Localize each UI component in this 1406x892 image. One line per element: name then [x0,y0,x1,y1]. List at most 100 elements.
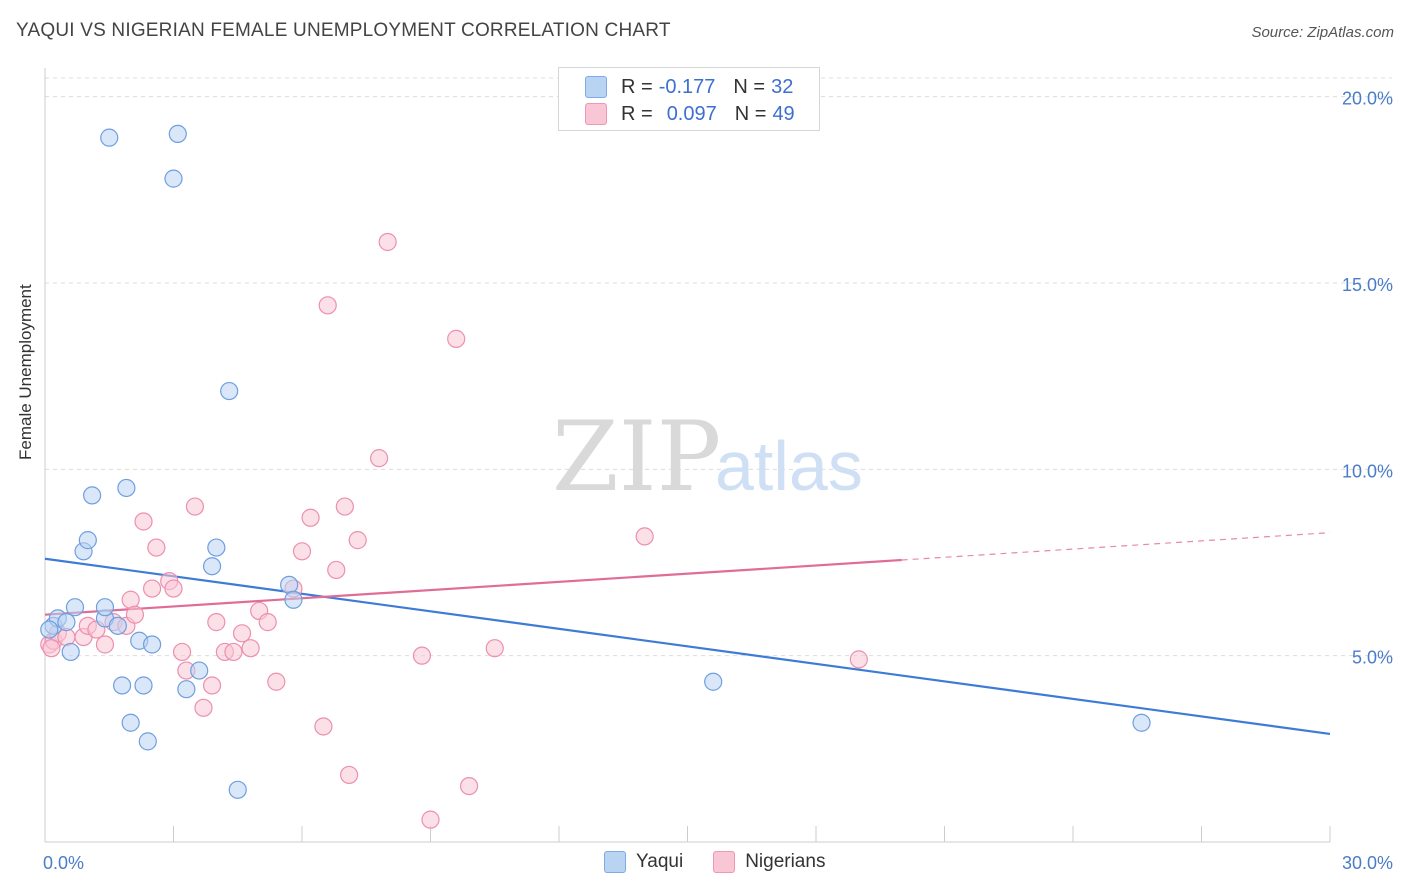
point-nigerians [42,639,61,658]
watermark-zip: ZIP [552,401,721,513]
point-nigerians [635,527,654,546]
point-nigerians [267,672,286,691]
point-nigerians [232,624,252,643]
point-nigerians [447,329,466,348]
point-yaqui [284,590,303,609]
point-yaqui [117,478,136,498]
point-yaqui [177,680,196,699]
point-yaqui [228,780,247,799]
point-yaqui [168,124,187,144]
point-nigerians [370,449,389,468]
point-nigerians [224,642,243,662]
point-nigerians [318,296,337,315]
point-nigerians [202,676,222,695]
point-nigerians [172,642,192,662]
correlation-legend: R = -0.177 N = 32 R = 0.097 N = 49 [558,67,820,131]
point-nigerians [348,531,367,550]
point-nigerians [207,613,226,632]
point-yaqui [164,169,183,188]
legend-swatch-yaqui [585,76,607,98]
point-yaqui [207,538,226,557]
point-yaqui [65,598,85,617]
trend-line-extension-nigerians [901,532,1331,561]
y-tick-label: 5.0% [1352,648,1393,668]
point-nigerians [421,810,440,829]
point-yaqui [138,732,157,751]
point-nigerians [335,497,354,516]
legend-row-yaqui: R = -0.177 N = 32 [585,75,793,99]
point-nigerians [147,538,166,557]
trend-lines [44,532,1331,736]
point-yaqui [220,381,239,401]
point-nigerians [142,579,162,598]
legend-r-label: R = [621,102,653,125]
x-tick-label: 0.0% [43,853,84,873]
legend-row-nigerians: R = 0.097 N = 49 [585,102,795,126]
watermark: ZIP atlas [552,401,863,513]
grid-lines [45,77,1392,657]
legend-label-nigerians: Nigerians [745,851,826,872]
point-nigerians [327,560,346,580]
point-yaqui [100,128,119,147]
legend-swatch-nigerians [713,851,736,873]
point-nigerians [340,765,359,785]
point-yaqui [280,575,299,594]
point-nigerians [134,512,153,531]
x-tick-label: 30.0% [1342,853,1393,873]
point-nigerians [95,635,115,654]
point-yaqui [108,616,127,635]
y-tick-label: 10.0% [1342,461,1393,481]
chart-title: YAQUI VS NIGERIAN FEMALE UNEMPLOYMENT CO… [16,20,671,41]
point-yaqui [1132,713,1151,732]
legend-r-value-nigerians: 0.097 [666,102,717,125]
trend-line-yaqui [44,557,1331,736]
point-nigerians [125,605,145,624]
point-yaqui [57,613,76,632]
point-yaqui [112,676,132,695]
y-tick-label: 15.0% [1342,275,1393,295]
point-nigerians [164,579,183,598]
point-yaqui [78,531,97,550]
legend-label-yaqui: Yaqui [636,851,684,872]
tick-labels: 5.0% 10.0% 15.0% 20.0% 0.0% 30.0% [43,89,1393,873]
point-nigerians [241,639,260,658]
point-yaqui [61,642,80,662]
legend-item-yaqui[interactable]: Yaqui [604,851,683,873]
trend-line-nigerians [44,558,902,616]
source-label: Source: ZipAtlas.com [1251,24,1394,41]
point-yaqui [95,598,115,617]
point-yaqui [202,557,222,576]
legend-r-value-yaqui: -0.177 [658,75,716,98]
data-points [40,124,1151,829]
series-legend: Yaqui Nigerians [604,851,855,873]
y-tick-label: 20.0% [1342,89,1393,109]
point-nigerians [412,646,432,665]
legend-n-value-yaqui: 32 [771,75,794,98]
point-yaqui [142,635,162,654]
point-nigerians [185,497,205,516]
legend-item-nigerians[interactable]: Nigerians [713,851,825,873]
point-nigerians [292,542,312,561]
point-nigerians [459,776,479,796]
point-yaqui [121,713,140,732]
point-nigerians [485,639,504,658]
legend-swatch-nigerians [585,103,607,125]
point-yaqui [190,661,209,680]
point-nigerians [121,590,140,609]
point-yaqui [83,486,102,505]
legend-n-value-nigerians: 49 [772,102,795,125]
point-nigerians [258,613,277,632]
legend-n-label: N = [734,102,767,125]
legend-r-label: R = [621,75,653,98]
point-nigerians [849,650,868,669]
legend-swatch-yaqui [604,851,626,873]
point-nigerians [378,232,397,252]
point-nigerians [301,508,320,527]
point-nigerians [194,698,213,717]
watermark-atlas: atlas [715,427,863,505]
point-nigerians [314,717,333,736]
point-yaqui [704,672,723,691]
point-yaqui [40,620,59,639]
legend-n-label: N = [733,75,766,98]
